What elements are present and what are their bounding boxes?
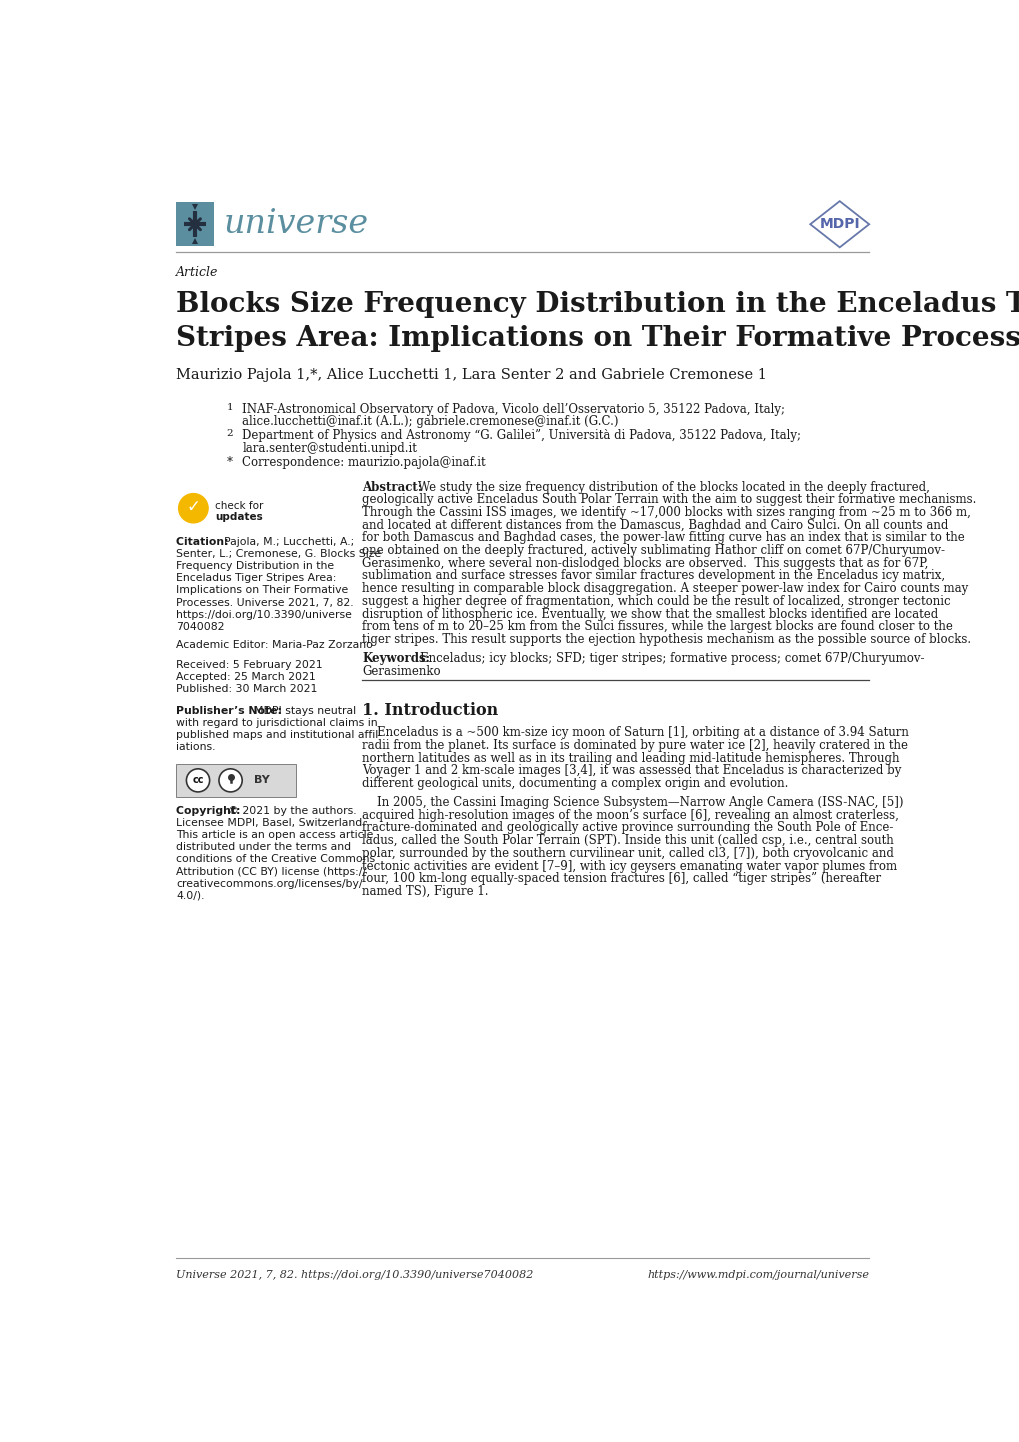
Text: Accepted: 25 March 2021: Accepted: 25 March 2021	[176, 672, 316, 682]
Text: one obtained on the deeply fractured, actively sublimating Hathor cliff on comet: one obtained on the deeply fractured, ac…	[362, 544, 945, 557]
Text: alice.lucchetti@inaf.it (A.L.); gabriele.cremonese@inaf.it (G.C.): alice.lucchetti@inaf.it (A.L.); gabriele…	[242, 415, 619, 428]
Text: Enceladus; icy blocks; SFD; tiger stripes; formative process; comet 67P/Churyumo: Enceladus; icy blocks; SFD; tiger stripe…	[420, 652, 924, 665]
Text: cc: cc	[193, 776, 204, 786]
Text: disruption of lithospheric ice. Eventually, we show that the smallest blocks ide: disruption of lithospheric ice. Eventual…	[362, 607, 937, 620]
Text: Pajola, M.; Lucchetti, A.;: Pajola, M.; Lucchetti, A.;	[224, 536, 355, 547]
Circle shape	[186, 769, 210, 792]
Text: 1: 1	[226, 402, 233, 411]
Text: Stripes Area: Implications on Their Formative Processes: Stripes Area: Implications on Their Form…	[176, 324, 1019, 352]
Text: geologically active Enceladus South Polar Terrain with the aim to suggest their : geologically active Enceladus South Pola…	[362, 493, 976, 506]
Text: polar, surrounded by the southern curvilinear unit, called cl3, [7]), both cryov: polar, surrounded by the southern curvil…	[362, 846, 894, 859]
Text: Processes. Universe 2021, 7, 82.: Processes. Universe 2021, 7, 82.	[176, 597, 354, 607]
Text: updates: updates	[215, 512, 263, 522]
Text: distributed under the terms and: distributed under the terms and	[176, 842, 352, 852]
Text: We study the size frequency distribution of the blocks located in the deeply fra: We study the size frequency distribution…	[418, 480, 929, 493]
Text: northern latitudes as well as in its trailing and leading mid-latitude hemispher: northern latitudes as well as in its tra…	[362, 751, 899, 764]
Text: 2: 2	[226, 430, 233, 438]
Text: conditions of the Creative Commons: conditions of the Creative Commons	[176, 855, 375, 864]
Text: https://doi.org/10.3390/universe: https://doi.org/10.3390/universe	[176, 610, 352, 620]
Text: Enceladus is a ~500 km-size icy moon of Saturn [1], orbiting at a distance of 3.: Enceladus is a ~500 km-size icy moon of …	[362, 727, 908, 740]
Text: lara.senter@studenti.unipd.it: lara.senter@studenti.unipd.it	[242, 441, 417, 454]
Text: In 2005, the Cassini Imaging Science Subsystem—Narrow Angle Camera (ISS-NAC, [5]: In 2005, the Cassini Imaging Science Sub…	[362, 796, 903, 809]
Text: suggest a higher degree of fragmentation, which could be the result of localized: suggest a higher degree of fragmentation…	[362, 596, 950, 609]
Text: with regard to jurisdictional claims in: with regard to jurisdictional claims in	[176, 718, 378, 728]
Text: Department of Physics and Astronomy “G. Galilei”, Università di Padova, 35122 Pa: Department of Physics and Astronomy “G. …	[242, 430, 800, 443]
Text: ladus, called the South Polar Terrain (SPT). Inside this unit (called csp, i.e.,: ladus, called the South Polar Terrain (S…	[362, 833, 894, 846]
Text: sublimation and surface stresses favor similar fractures development in the Ence: sublimation and surface stresses favor s…	[362, 570, 945, 583]
Text: MDPI stays neutral: MDPI stays neutral	[254, 705, 356, 715]
Text: Maurizio Pajola 1,*, Alice Lucchetti 1, Lara Senter 2 and Gabriele Cremonese 1: Maurizio Pajola 1,*, Alice Lucchetti 1, …	[176, 368, 766, 382]
Text: Licensee MDPI, Basel, Switzerland.: Licensee MDPI, Basel, Switzerland.	[176, 818, 366, 828]
Text: 1. Introduction: 1. Introduction	[362, 701, 498, 718]
Text: INAF-Astronomical Observatory of Padova, Vicolo dell’Osservatorio 5, 35122 Padov: INAF-Astronomical Observatory of Padova,…	[242, 402, 785, 415]
Text: © 2021 by the authors.: © 2021 by the authors.	[228, 806, 357, 816]
Text: published maps and institutional affil-: published maps and institutional affil-	[176, 730, 382, 740]
Text: 7040082: 7040082	[176, 622, 224, 632]
Text: Published: 30 March 2021: Published: 30 March 2021	[176, 684, 317, 694]
Text: Received: 5 February 2021: Received: 5 February 2021	[176, 659, 323, 669]
Text: 4.0/).: 4.0/).	[176, 891, 205, 901]
Text: ✓: ✓	[186, 497, 200, 516]
Text: MDPI: MDPI	[818, 218, 859, 231]
Text: Gerasimenko, where several non-dislodged blocks are observed.  This suggests tha: Gerasimenko, where several non-dislodged…	[362, 557, 927, 570]
Text: Copyright:: Copyright:	[176, 806, 245, 816]
Circle shape	[178, 493, 208, 523]
Text: Gerasimenko: Gerasimenko	[362, 665, 440, 678]
Text: creativecommons.org/licenses/by/: creativecommons.org/licenses/by/	[176, 878, 363, 888]
Text: Keywords:: Keywords:	[362, 652, 430, 665]
Text: Article: Article	[176, 267, 218, 280]
Text: Through the Cassini ISS images, we identify ~17,000 blocks with sizes ranging fr: Through the Cassini ISS images, we ident…	[362, 506, 970, 519]
Text: Enceladus Tiger Stripes Area:: Enceladus Tiger Stripes Area:	[176, 574, 336, 583]
Text: fracture-dominated and geologically active province surrounding the South Pole o: fracture-dominated and geologically acti…	[362, 822, 893, 835]
Text: Blocks Size Frequency Distribution in the Enceladus Tiger: Blocks Size Frequency Distribution in th…	[176, 291, 1019, 317]
Text: Citation:: Citation:	[176, 536, 232, 547]
Text: acquired high-resolution images of the moon’s surface [6], revealing an almost c: acquired high-resolution images of the m…	[362, 809, 899, 822]
Text: Correspondence: maurizio.pajola@inaf.it: Correspondence: maurizio.pajola@inaf.it	[242, 456, 485, 469]
Text: named TS), Figure 1.: named TS), Figure 1.	[362, 885, 488, 898]
Text: Frequency Distribution in the: Frequency Distribution in the	[176, 561, 334, 571]
Text: https://www.mdpi.com/journal/universe: https://www.mdpi.com/journal/universe	[646, 1270, 868, 1280]
Text: tectonic activities are evident [7–9], with icy geysers emanating water vapor pl: tectonic activities are evident [7–9], w…	[362, 859, 897, 872]
Text: Universe 2021, 7, 82. https://doi.org/10.3390/universe7040082: Universe 2021, 7, 82. https://doi.org/10…	[176, 1270, 533, 1280]
Text: *: *	[226, 456, 232, 469]
Text: Voyager 1 and 2 km-scale images [3,4], it was assessed that Enceladus is charact: Voyager 1 and 2 km-scale images [3,4], i…	[362, 764, 901, 777]
Text: hence resulting in comparable block disaggregation. A steeper power-law index fo: hence resulting in comparable block disa…	[362, 583, 968, 596]
Text: Attribution (CC BY) license (https://: Attribution (CC BY) license (https://	[176, 867, 366, 877]
Circle shape	[219, 769, 242, 792]
FancyBboxPatch shape	[176, 764, 297, 796]
Text: This article is an open access article: This article is an open access article	[176, 831, 373, 841]
Text: different geological units, documenting a complex origin and evolution.: different geological units, documenting …	[362, 777, 788, 790]
Text: radii from the planet. Its surface is dominated by pure water ice [2], heavily c: radii from the planet. Its surface is do…	[362, 738, 908, 751]
FancyBboxPatch shape	[176, 202, 213, 247]
Text: universe: universe	[223, 208, 368, 241]
Text: from tens of m to 20–25 km from the Sulci fissures, while the largest blocks are: from tens of m to 20–25 km from the Sulc…	[362, 620, 953, 633]
Text: Academic Editor: Maria-Paz Zorzano: Academic Editor: Maria-Paz Zorzano	[176, 640, 373, 650]
Text: and located at different distances from the Damascus, Baghdad and Cairo Sulci. O: and located at different distances from …	[362, 519, 948, 532]
Text: for both Damascus and Baghdad cases, the power-law fitting curve has an index th: for both Damascus and Baghdad cases, the…	[362, 531, 964, 544]
Text: Publisher’s Note:: Publisher’s Note:	[176, 705, 285, 715]
Text: iations.: iations.	[176, 743, 216, 753]
Text: BY: BY	[254, 776, 269, 786]
Text: tiger stripes. This result supports the ejection hypothesis mechanism as the pos: tiger stripes. This result supports the …	[362, 633, 970, 646]
Text: Senter, L.; Cremonese, G. Blocks Size: Senter, L.; Cremonese, G. Blocks Size	[176, 549, 381, 559]
Text: check for: check for	[215, 500, 263, 510]
Text: Abstract:: Abstract:	[362, 480, 422, 493]
Text: Implications on Their Formative: Implications on Their Formative	[176, 585, 348, 596]
Text: four, 100 km-long equally-spaced tension fractures [6], called “tiger stripes” (: four, 100 km-long equally-spaced tension…	[362, 872, 880, 885]
